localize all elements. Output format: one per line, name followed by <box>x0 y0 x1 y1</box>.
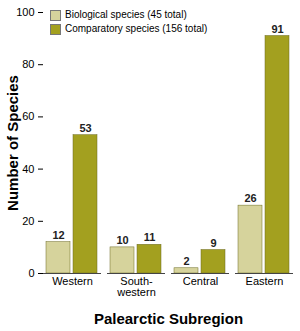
html-text:Comparatory species (156 total: Comparatory species (156 total) <box>65 23 208 34</box>
svg-text:Western: Western <box>52 275 93 287</box>
svg-text:26: 26 <box>244 192 256 204</box>
svg-text:Number of Species: Number of Species <box>4 75 21 211</box>
svg-text:20: 20 <box>22 215 34 227</box>
svg-text:Palearctic Subregion: Palearctic Subregion <box>94 310 243 327</box>
svg-text:100: 100 <box>16 6 34 18</box>
svg-text:91: 91 <box>271 23 283 35</box>
svg-text:10: 10 <box>116 234 128 246</box>
svg-text:South-western: South-western <box>116 275 156 298</box>
html-text:Biological species (45 total): Biological species (45 total) <box>65 9 187 20</box>
svg-text:11: 11 <box>144 231 156 243</box>
svg-text:Eastern: Eastern <box>246 275 284 287</box>
svg-text:60: 60 <box>22 110 34 122</box>
svg-text:80: 80 <box>22 58 34 70</box>
svg-text:Central: Central <box>183 275 218 287</box>
svg-text:40: 40 <box>22 163 34 175</box>
svg-text:12: 12 <box>52 229 64 241</box>
svg-text:9: 9 <box>210 237 216 249</box>
svg-text:2: 2 <box>183 255 189 267</box>
svg-text:0: 0 <box>28 267 34 279</box>
svg-text:53: 53 <box>79 122 91 134</box>
